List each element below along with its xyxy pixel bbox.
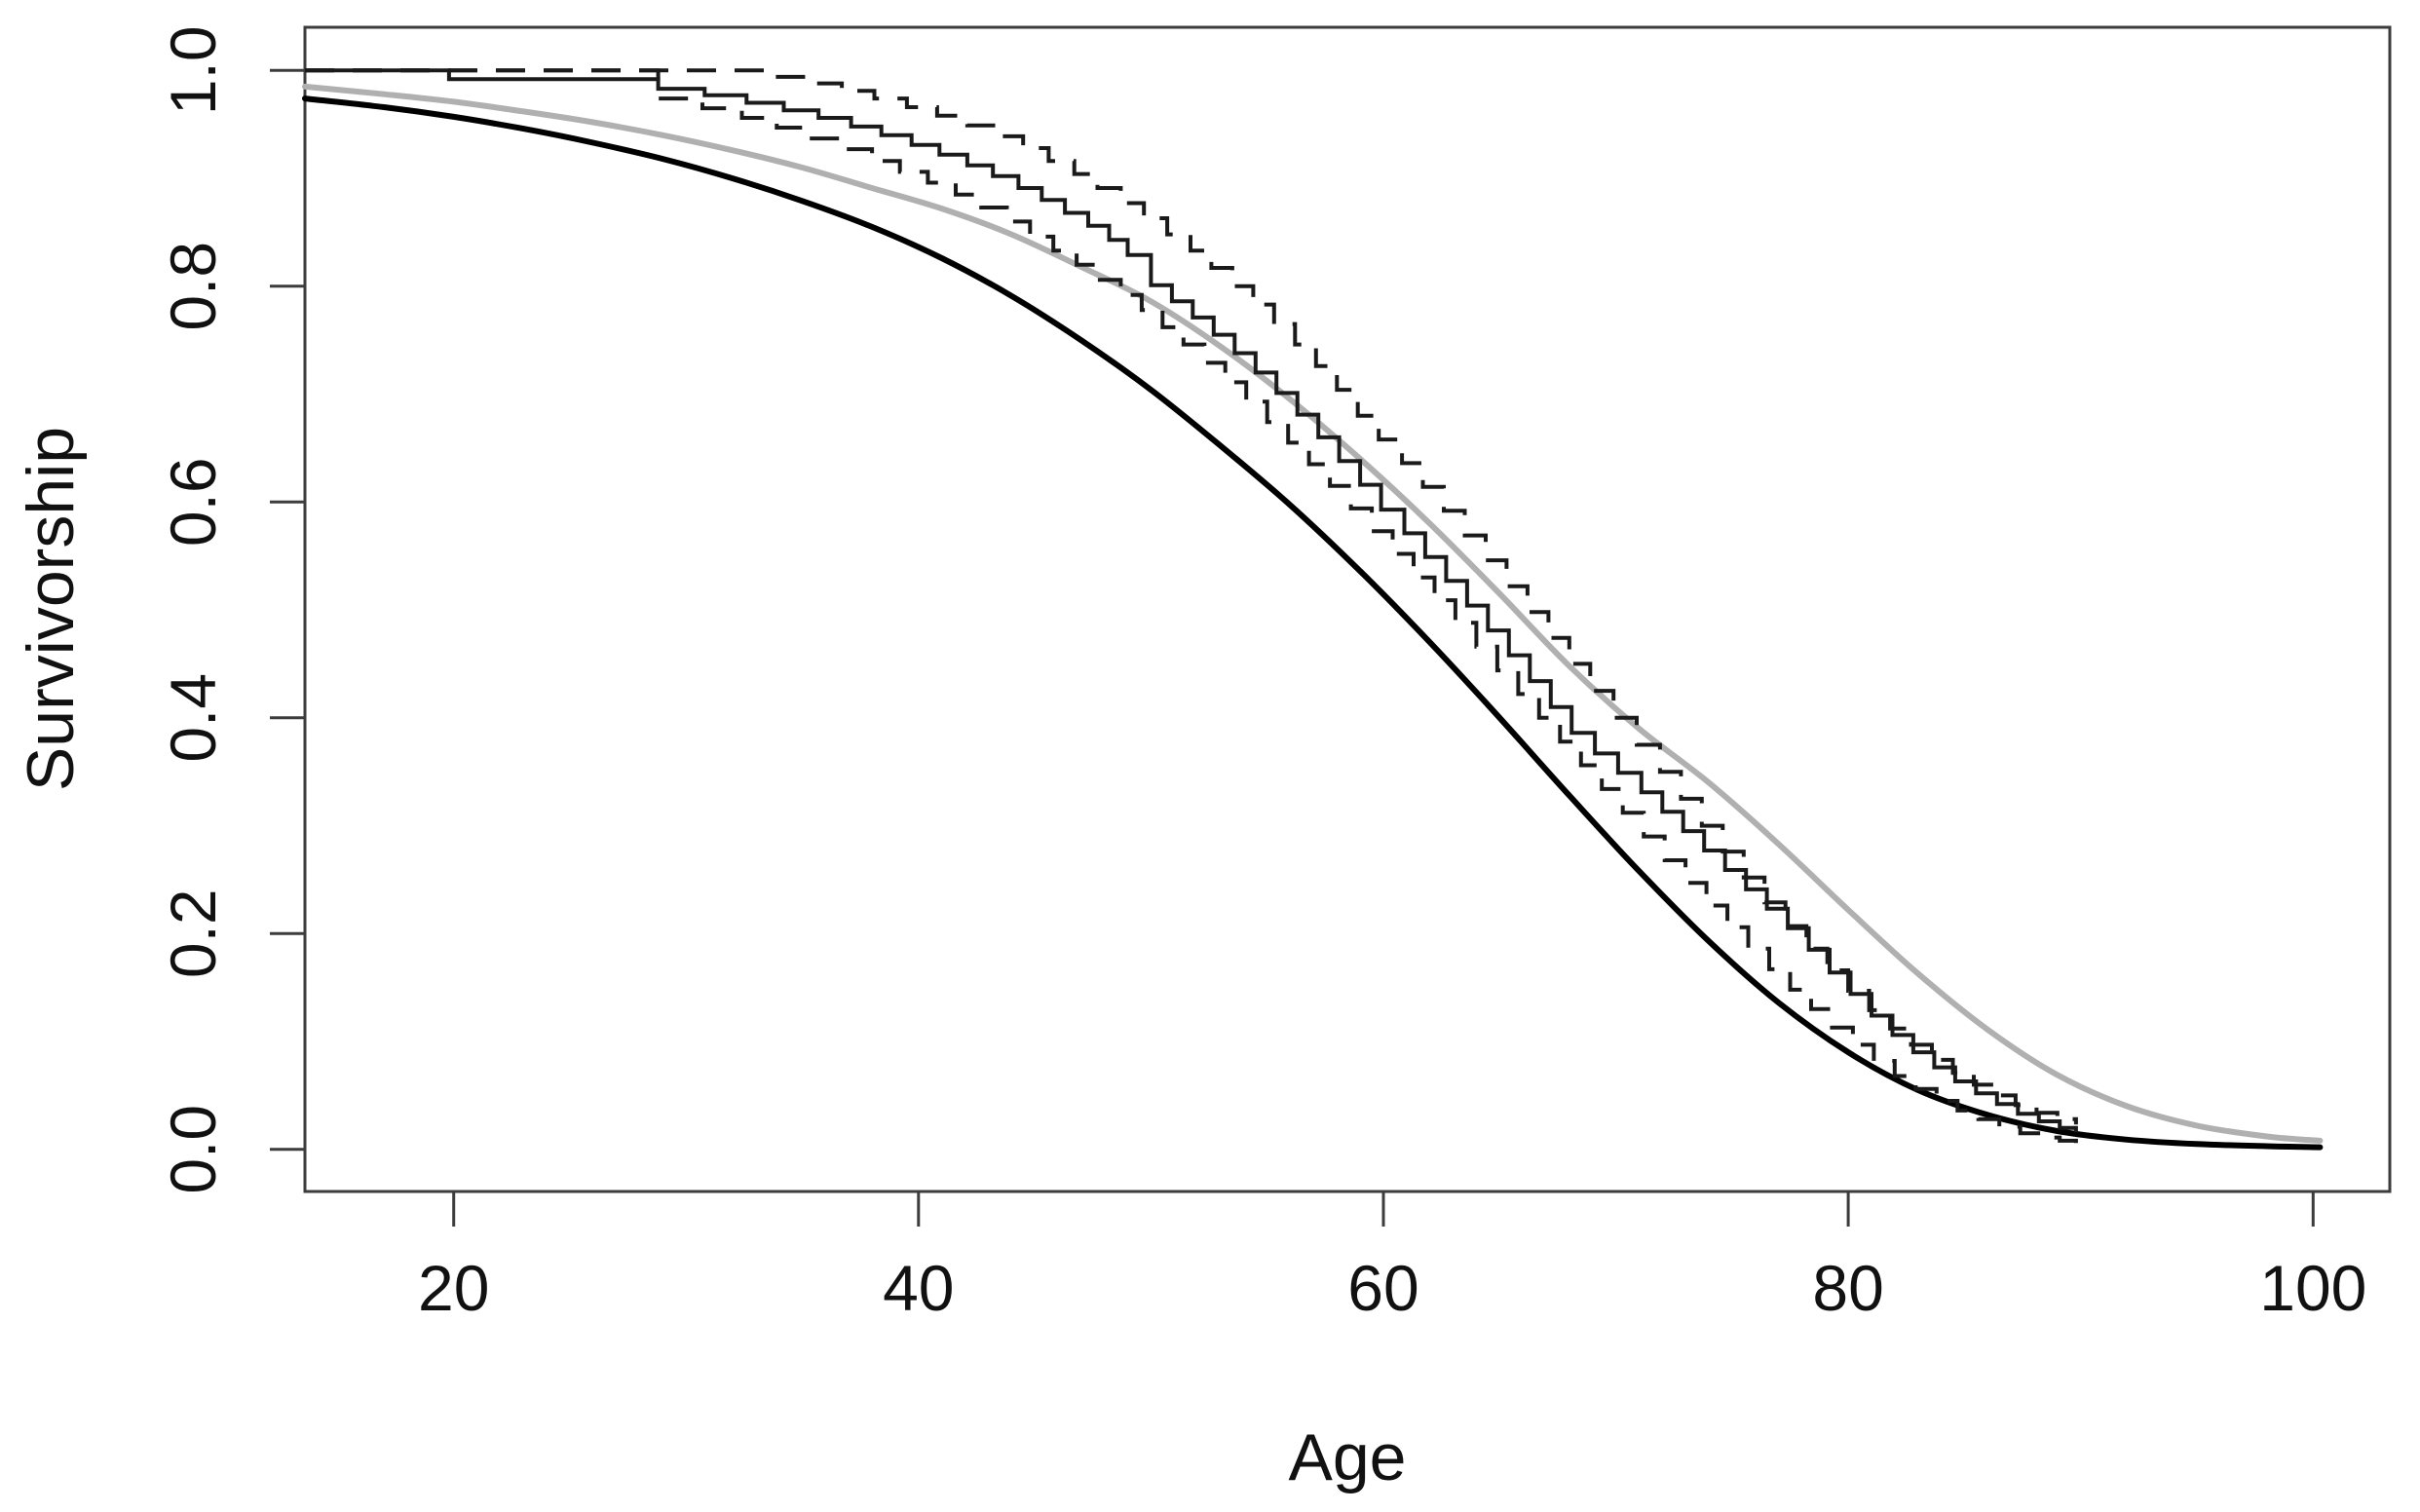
x-tick-label: 40 [883,1252,954,1324]
y-tick-label: 0.6 [157,457,229,547]
x-tick-label: 100 [2259,1252,2366,1324]
y-tick-label: 0.4 [157,673,229,763]
y-tick-label: 0.2 [157,888,229,978]
series-model-survivorship-gray [302,83,2324,1144]
y-axis-title: Survivorship [14,426,88,792]
x-tick-label: 60 [1347,1252,1418,1324]
series-confidence-upper [305,68,2078,1125]
plot-box [303,25,2392,1193]
x-tick-label: 20 [418,1252,489,1324]
y-tick-label: 0.0 [157,1105,229,1194]
y-tick-label: 0.8 [157,242,229,331]
series-kaplan-meier-estimate [305,68,2078,1133]
series-confidence-lower [305,68,2078,1144]
x-tick-label: 80 [1812,1252,1883,1324]
x-axis-title: Age [1288,1420,1407,1494]
y-tick-label: 1.0 [157,25,229,115]
series-model-survivorship-black [302,95,2324,1151]
